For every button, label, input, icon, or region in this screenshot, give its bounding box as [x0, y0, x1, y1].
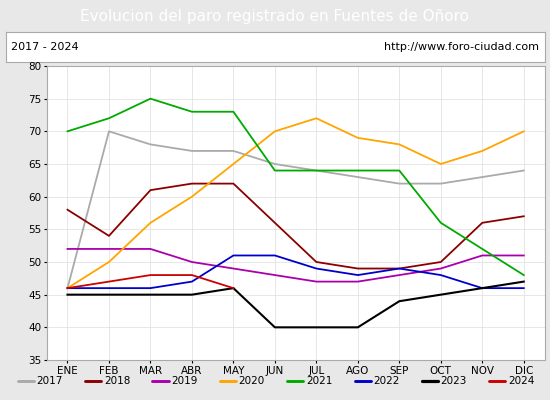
Text: Evolucion del paro registrado en Fuentes de Oñoro: Evolucion del paro registrado en Fuentes… [80, 9, 470, 24]
Text: 2024: 2024 [508, 376, 535, 386]
Text: http://www.foro-ciudad.com: http://www.foro-ciudad.com [384, 42, 539, 52]
Text: 2017 - 2024: 2017 - 2024 [11, 42, 79, 52]
Text: 2020: 2020 [239, 376, 265, 386]
Text: 2017: 2017 [36, 376, 63, 386]
Text: 2021: 2021 [306, 376, 332, 386]
Text: 2019: 2019 [171, 376, 197, 386]
Text: 2023: 2023 [441, 376, 467, 386]
Text: 2022: 2022 [373, 376, 400, 386]
Text: 2018: 2018 [104, 376, 130, 386]
